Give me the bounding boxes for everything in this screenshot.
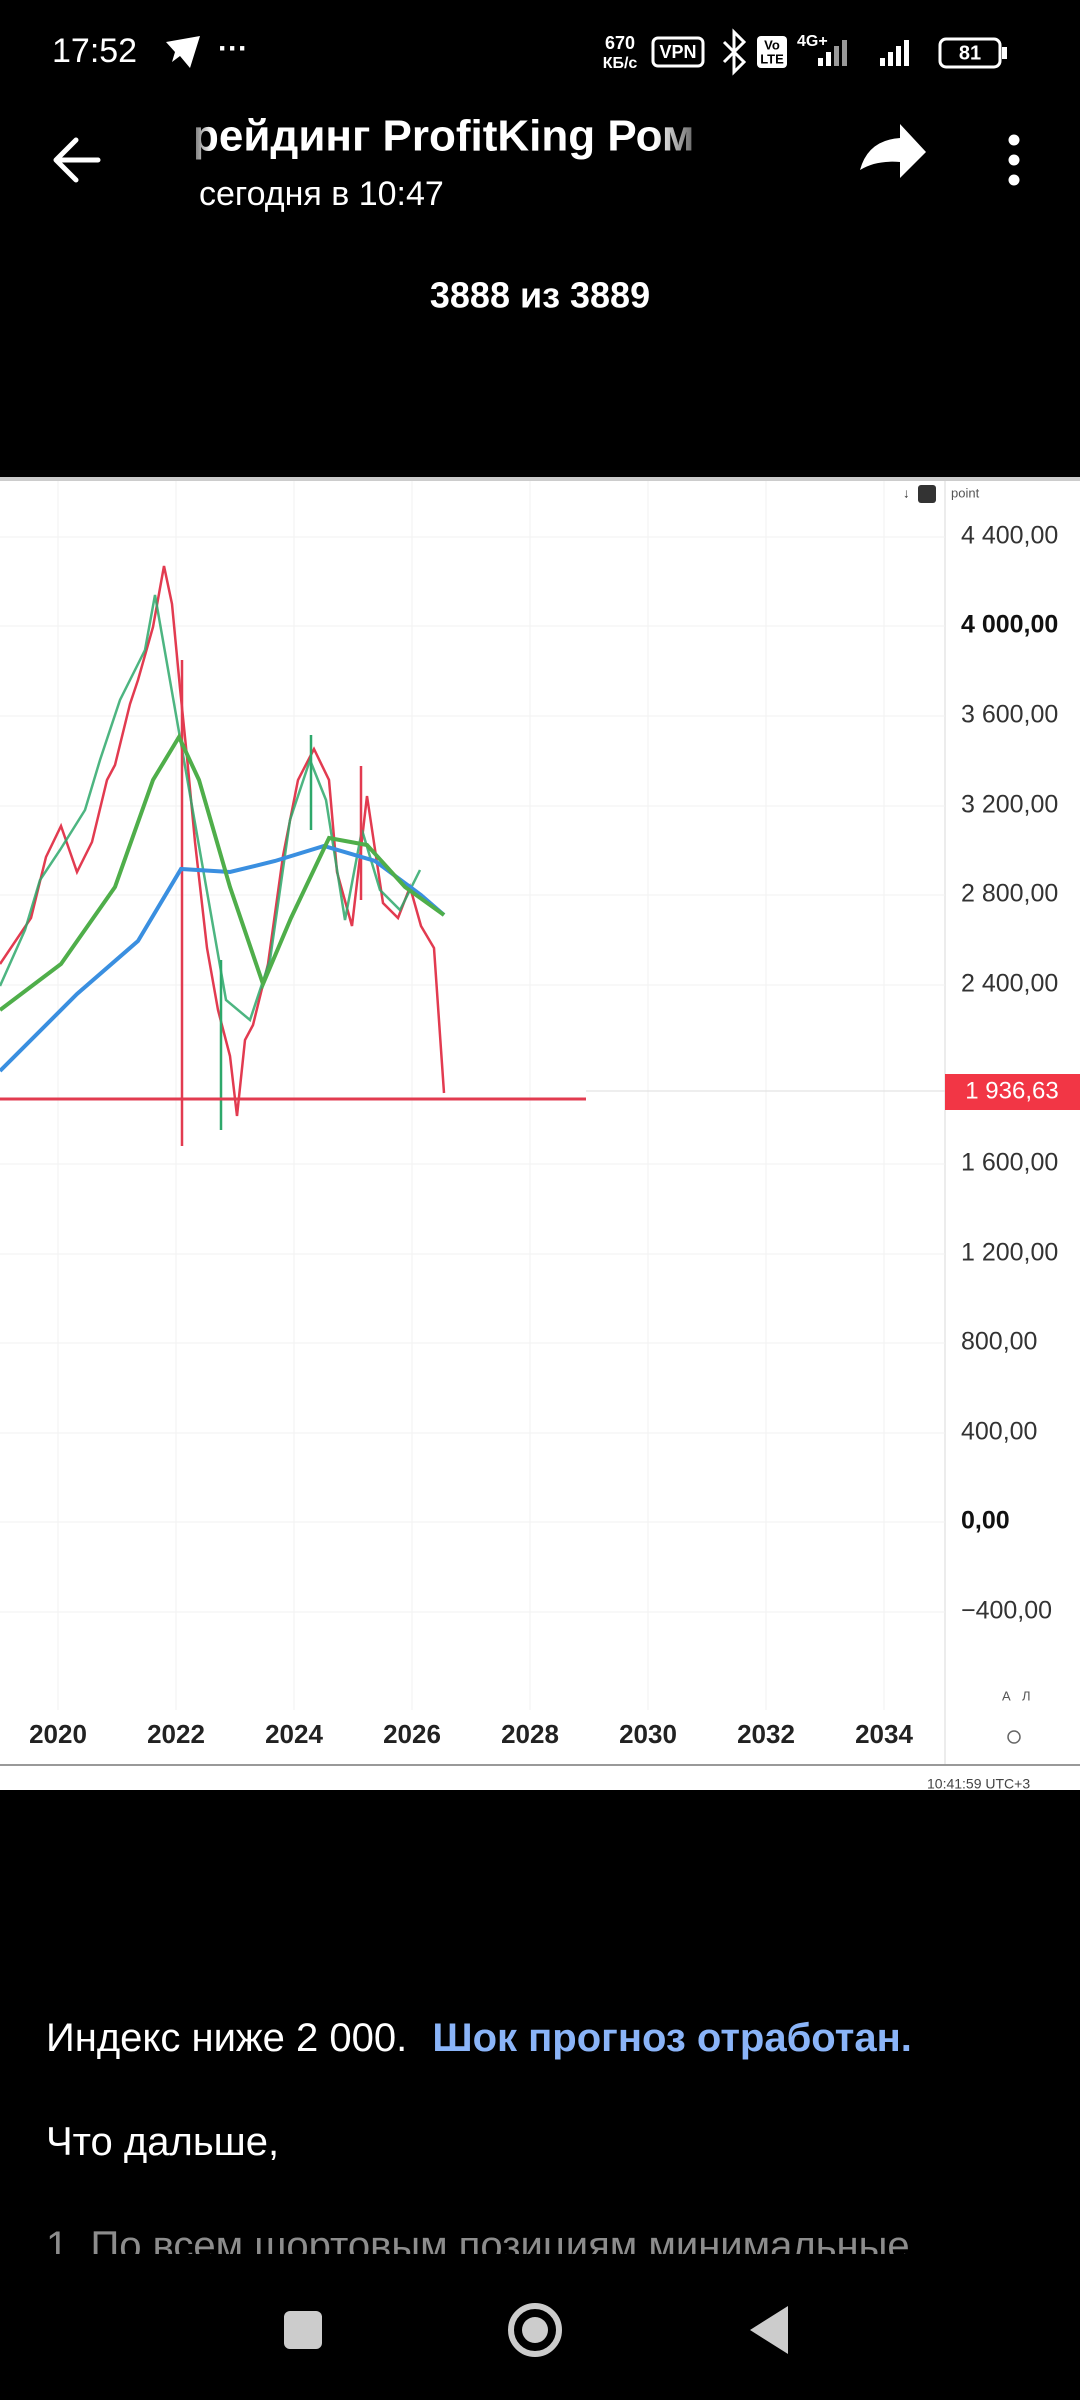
chat-title: рейдинг ProfitKing Ром [192, 112, 694, 161]
y-tick-label: 1 600,00 [961, 1149, 1058, 1177]
price-label-box [945, 1074, 1080, 1110]
back-nav-button[interactable] [750, 2306, 788, 2354]
chart-image: 4 400,00 4 000,00 3 600,00 3 200,00 2 800,00… [0, 477, 1080, 1792]
unit-label: point [951, 485, 980, 500]
message-line-3: 1. По всем шортовым позициям минимальные [46, 2224, 910, 2254]
y-tick-label: 3 600,00 [961, 701, 1058, 729]
y-tick-label: −400,00 [961, 1597, 1052, 1625]
message-line-2: Что дальше, [46, 2120, 280, 2164]
x-tick-label: 2022 [147, 1719, 205, 1749]
status-vpn: VPN [659, 42, 696, 62]
share-button[interactable] [860, 124, 926, 178]
recents-button[interactable] [284, 2311, 322, 2349]
home-button-dot [522, 2317, 548, 2343]
x-tick-label: 2032 [737, 1719, 795, 1749]
x-tick-label: 2034 [855, 1719, 913, 1749]
status-volte-bottom: LTE [760, 51, 784, 66]
status-battery: 81 [959, 42, 981, 64]
menu-button[interactable] [1008, 134, 1020, 186]
chat-subtitle: сегодня в 10:47 [199, 175, 444, 213]
message-text: Индекс ниже 2 000. [46, 2016, 408, 2060]
settings-icon[interactable] [1007, 1730, 1021, 1744]
y-tick-label: 0,00 [961, 1507, 1010, 1535]
status-speed-unit: КБ/с [603, 55, 638, 72]
message-line-1: Индекс ниже 2 000. Шок прогноз отработан… [46, 2016, 912, 2061]
y-tick-label: 800,00 [961, 1328, 1037, 1356]
price-label: 1 936,63 [965, 1077, 1058, 1104]
media-counter: 3888 из 3889 [430, 275, 650, 316]
x-tick-label: 2028 [501, 1719, 559, 1749]
moving-average-green [0, 732, 446, 1012]
battery-tip [1002, 47, 1007, 59]
x-tick-label: 2024 [265, 1719, 323, 1749]
y-tick-label: 4 000,00 [961, 611, 1058, 639]
y-tick-label: 3 200,00 [961, 791, 1058, 819]
y-tick-label: 1 200,00 [961, 1239, 1058, 1267]
y-axis: 4 400,00 4 000,00 3 600,00 3 200,00 2 800,00… [0, 522, 1058, 1625]
home-button[interactable] [508, 2303, 562, 2357]
battery-outline [938, 37, 1002, 69]
signal-icons [818, 40, 909, 66]
status-more: ··· [218, 32, 248, 65]
telegram-icon [166, 36, 200, 68]
y-tick-label: 4 400,00 [961, 522, 1058, 550]
chart-background [0, 477, 1080, 1790]
lock-icon [918, 485, 936, 503]
x-tick-label: 2026 [383, 1719, 441, 1749]
y-tick-label: 2 800,00 [961, 880, 1058, 908]
x-tick-label: 2020 [29, 1719, 87, 1749]
chart-top-border [0, 477, 1080, 481]
status-speed: 670 [605, 33, 635, 53]
x-tick-label: 2030 [619, 1719, 677, 1749]
chart-timestamp: 10:41:59 UTC+3 [927, 1776, 1030, 1792]
y-tick-label: 2 400,00 [961, 970, 1058, 998]
auto-scale[interactable]: А [1002, 1688, 1011, 1703]
status-network: 4G+ [797, 33, 828, 50]
x-axis: 2020 2022 2024 2026 2028 2030 2032 2034 [29, 481, 913, 1749]
message-link[interactable]: Шок прогноз отработан. [432, 2016, 912, 2060]
vpn-box [651, 36, 705, 68]
status-volte-top: Vo [764, 37, 780, 52]
down-arrow: ↓ [903, 485, 910, 500]
log-scale[interactable]: Л [1022, 1688, 1031, 1703]
y-tick-label: 400,00 [961, 1418, 1037, 1446]
back-button[interactable] [53, 137, 101, 183]
volte-box [757, 36, 787, 68]
status-time: 17:52 [52, 32, 137, 70]
bluetooth-icon [722, 28, 747, 76]
